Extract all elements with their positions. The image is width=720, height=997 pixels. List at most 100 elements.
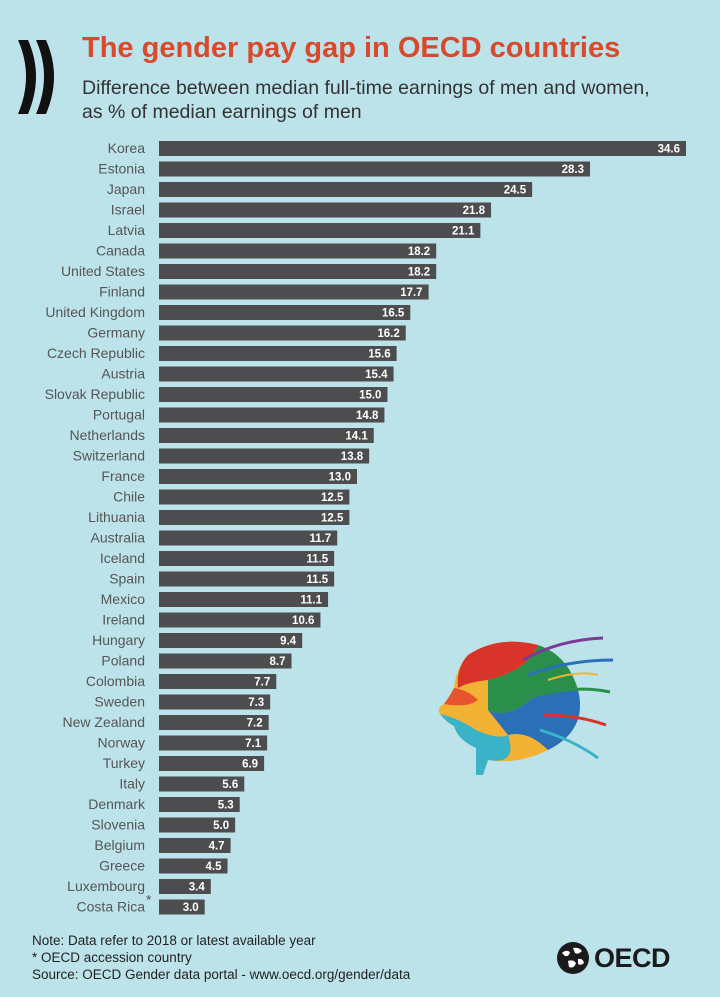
category-label-united-kingdom: United Kingdom xyxy=(45,304,145,320)
category-label-mexico: Mexico xyxy=(101,591,146,607)
oecd-wordmark: OECD xyxy=(594,942,671,973)
bar-japan xyxy=(159,182,533,197)
category-label-new-zealand: New Zealand xyxy=(63,714,146,730)
bar-new-zealand xyxy=(159,715,269,730)
bar-mexico xyxy=(159,592,329,607)
value-label-costa-rica: 3.0 xyxy=(183,902,199,914)
category-label-greece: Greece xyxy=(99,858,145,874)
value-label-italy: 5.6 xyxy=(222,779,238,791)
value-label-hungary: 9.4 xyxy=(280,636,297,648)
accession-note: * OECD accession country xyxy=(32,950,192,965)
subtitle-line-1: Difference between median full-time earn… xyxy=(82,77,650,99)
value-label-israel: 21.8 xyxy=(463,205,486,217)
bar-lithuania xyxy=(159,510,350,525)
category-label-austria: Austria xyxy=(101,366,145,382)
bar-chile xyxy=(159,489,350,505)
category-label-finland: Finland xyxy=(99,284,145,300)
value-label-belgium: 4.7 xyxy=(209,841,225,853)
bar-united-kingdom xyxy=(159,305,411,320)
value-label-colombia: 7.7 xyxy=(254,677,270,689)
note-text: Note: Data refer to 2018 or latest avail… xyxy=(32,933,316,948)
value-label-switzerland: 13.8 xyxy=(341,451,364,463)
category-label-switzerland: Switzerland xyxy=(73,448,145,464)
bar-italy xyxy=(159,776,245,792)
chart-notes: Note: Data refer to 2018 or latest avail… xyxy=(32,932,410,983)
category-label-korea: Korea xyxy=(108,140,146,156)
value-label-latvia: 21.1 xyxy=(452,226,475,238)
category-label-japan: Japan xyxy=(107,181,145,197)
category-label-italy: Italy xyxy=(119,776,145,792)
value-label-mexico: 11.1 xyxy=(300,595,322,607)
bar-australia xyxy=(159,530,338,546)
category-label-poland: Poland xyxy=(101,653,145,669)
value-label-austria: 15.4 xyxy=(365,369,388,381)
category-label-canada: Canada xyxy=(96,243,145,259)
value-label-norway: 7.1 xyxy=(245,738,262,750)
oecd-chevron-logo-icon xyxy=(18,40,54,114)
value-label-sweden: 7.3 xyxy=(248,697,264,709)
bar-denmark xyxy=(159,797,240,812)
bar-united-states xyxy=(159,264,437,279)
bar-germany xyxy=(159,325,406,341)
bar-netherlands xyxy=(159,428,374,443)
bar-israel xyxy=(159,202,492,218)
category-label-netherlands: Netherlands xyxy=(70,427,146,443)
bar-canada xyxy=(159,243,437,259)
bar-greece xyxy=(159,858,228,874)
subtitle-line-2: as % of median earnings of men xyxy=(82,101,362,123)
value-label-france: 13.0 xyxy=(329,472,351,484)
category-label-israel: Israel xyxy=(111,202,145,218)
value-label-chile: 12.5 xyxy=(321,492,344,504)
chart-title: The gender pay gap in OECD countries xyxy=(82,32,621,64)
bar-ireland xyxy=(159,612,321,628)
bar-colombia xyxy=(159,674,277,689)
value-label-luxembourg: 3.4 xyxy=(189,882,206,894)
category-label-luxembourg: Luxembourg xyxy=(67,878,145,894)
category-label-turkey: Turkey xyxy=(103,755,145,771)
value-label-greece: 4.5 xyxy=(206,861,223,873)
bar-switzerland xyxy=(159,448,370,464)
bar-austria xyxy=(159,366,394,382)
bar-luxembourg xyxy=(159,879,211,894)
category-label-estonia: Estonia xyxy=(98,161,145,177)
bar-portugal xyxy=(159,407,385,423)
category-label-france: France xyxy=(101,468,145,484)
bar-iceland xyxy=(159,551,335,566)
bar-chart: Korea 34.6 Estonia 28.3 Japan 24.5 Israel 21.8 L… xyxy=(45,140,686,915)
value-label-slovenia: 5.0 xyxy=(213,820,229,832)
value-label-ireland: 10.6 xyxy=(292,615,314,627)
chart-subtitle: Difference between median full-time earn… xyxy=(82,76,702,124)
value-label-netherlands: 14.1 xyxy=(345,431,368,443)
value-label-czech-republic: 15.6 xyxy=(368,349,390,361)
bar-sweden xyxy=(159,694,271,710)
bar-turkey xyxy=(159,756,265,771)
value-label-germany: 16.2 xyxy=(377,328,399,340)
value-label-lithuania: 12.5 xyxy=(321,513,344,525)
category-label-spain: Spain xyxy=(109,571,145,587)
category-label-chile: Chile xyxy=(113,489,145,505)
oecd-brand-logo: OECD xyxy=(556,941,671,975)
bar-spain xyxy=(159,571,335,587)
bar-poland xyxy=(159,653,292,669)
category-label-slovak-republic: Slovak Republic xyxy=(45,386,145,402)
category-label-ireland: Ireland xyxy=(102,612,145,628)
category-label-colombia: Colombia xyxy=(86,673,145,689)
category-label-belgium: Belgium xyxy=(94,837,145,853)
value-label-canada: 18.2 xyxy=(408,246,430,258)
category-label-portugal: Portugal xyxy=(93,407,145,423)
bar-latvia xyxy=(159,223,481,238)
bar-czech-republic xyxy=(159,346,397,361)
category-label-slovenia: Slovenia xyxy=(91,817,145,833)
value-label-poland: 8.7 xyxy=(270,656,286,668)
value-label-korea: 34.6 xyxy=(658,144,680,156)
value-label-iceland: 11.5 xyxy=(306,554,328,566)
value-label-united-kingdom: 16.5 xyxy=(382,308,405,320)
bar-korea xyxy=(159,141,686,156)
category-label-denmark: Denmark xyxy=(88,796,146,812)
category-label-czech-republic: Czech Republic xyxy=(47,345,145,361)
value-label-slovak-republic: 15.0 xyxy=(359,390,381,402)
category-label-iceland: Iceland xyxy=(100,550,145,566)
category-label-norway: Norway xyxy=(98,735,145,751)
category-label-costa-rica: Costa Rica xyxy=(77,899,146,915)
value-label-finland: 17.7 xyxy=(400,287,422,299)
